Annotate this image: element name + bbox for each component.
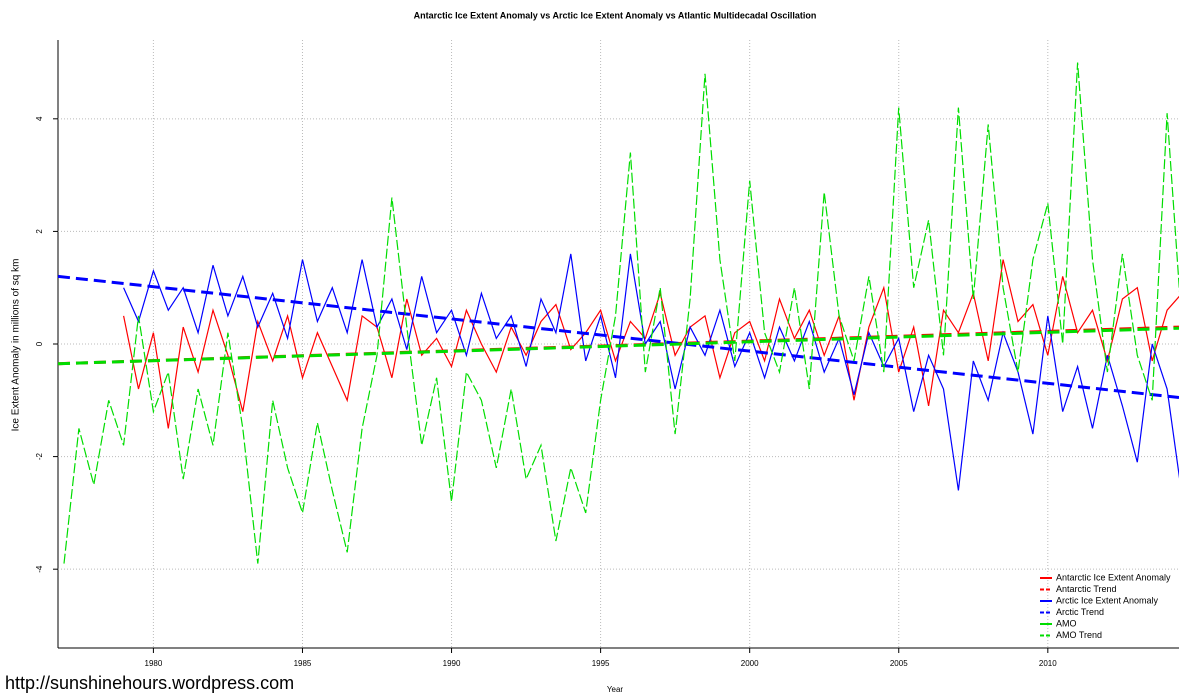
chart-title: Antarctic Ice Extent Anomaly vs Arctic I… — [414, 10, 817, 20]
legend-label: Antarctic Ice Extent Anomaly — [1056, 572, 1171, 582]
series-line — [123, 253, 1179, 491]
watermark: http://sunshinehours.wordpress.com — [5, 673, 294, 693]
legend-label: Arctic Trend — [1056, 607, 1104, 617]
x-tick-label: 2000 — [741, 659, 759, 668]
x-tick-label: 2005 — [890, 659, 908, 668]
trend-line — [57, 274, 1179, 399]
y-tick-label: -4 — [35, 565, 44, 573]
series-line — [123, 259, 1179, 429]
y-axis-label: Ice Extent Anomaly in millions of sq km — [11, 259, 22, 432]
x-tick-label: 1995 — [592, 659, 610, 668]
x-axis-label: Year — [607, 685, 624, 694]
legend-label: Antarctic Trend — [1056, 584, 1117, 594]
y-tick-label: 0 — [35, 341, 44, 346]
legend-label: AMO — [1056, 618, 1077, 628]
x-tick-label: 1985 — [294, 659, 312, 668]
trend-line — [57, 326, 1179, 366]
x-tick-label: 1990 — [443, 659, 461, 668]
x-tick-label: 1980 — [145, 659, 163, 668]
legend-label: AMO Trend — [1056, 630, 1102, 640]
y-tick-label: 2 — [35, 229, 44, 234]
series-line — [63, 62, 1179, 564]
y-tick-label: 4 — [35, 116, 44, 121]
x-tick-label: 2010 — [1039, 659, 1057, 668]
legend-label: Arctic Ice Extent Anomaly — [1056, 595, 1159, 605]
y-tick-label: -2 — [35, 452, 44, 460]
